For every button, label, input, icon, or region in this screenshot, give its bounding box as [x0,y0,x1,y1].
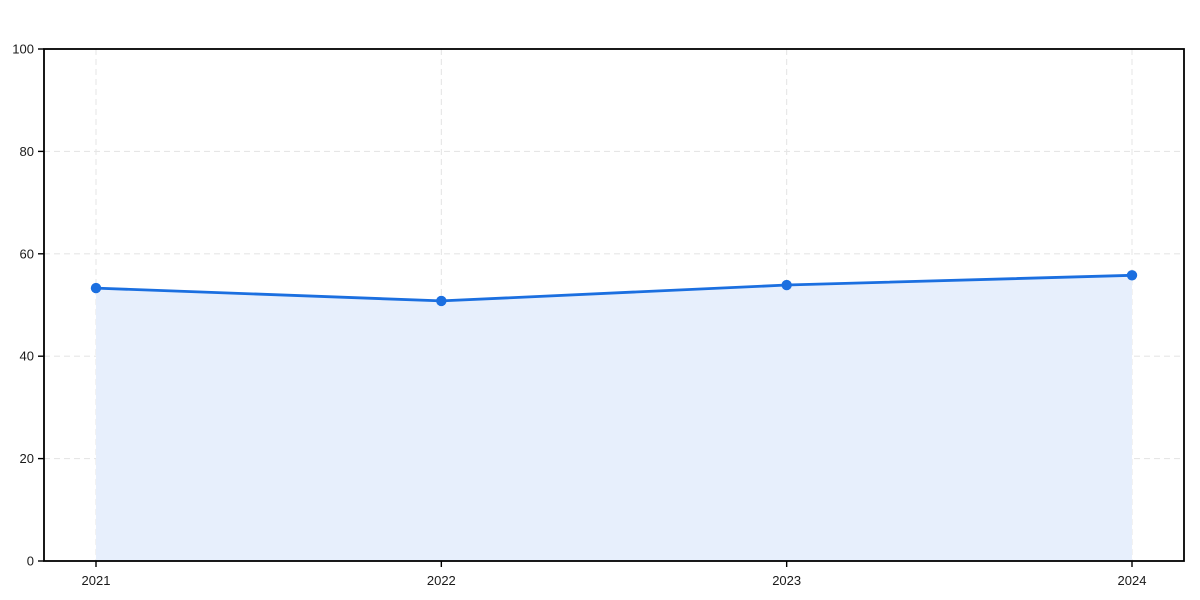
plot-border [43,48,1185,562]
series-area [96,275,1132,561]
y-tick-label-0: 0 [27,554,34,569]
data-point-2024 [1126,270,1138,281]
y-tick-label-100: 100 [12,42,34,57]
x-tick-label-2024: 2024 [1118,573,1147,588]
y-tick-label-20: 20 [20,451,34,466]
series-line [94,273,1134,303]
data-point-2023 [781,279,792,291]
data-point-2022 [436,295,447,307]
y-tick-label-80: 80 [20,144,34,159]
x-tick-label-2021: 2021 [82,573,111,588]
y-tick-label-60: 60 [20,246,34,261]
y-tick-label-40: 40 [20,349,34,364]
x-tick-label-2022: 2022 [427,573,456,588]
x-tick-label-2023: 2023 [772,573,801,588]
data-point-2021 [90,282,102,294]
